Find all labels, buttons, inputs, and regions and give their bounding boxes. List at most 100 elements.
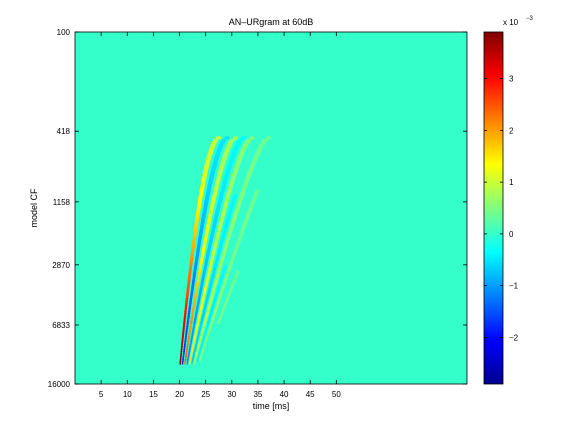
response-cell bbox=[184, 361, 186, 365]
response-cell bbox=[250, 164, 255, 168]
response-cell bbox=[216, 229, 221, 234]
response-cell bbox=[208, 214, 212, 218]
response-cell bbox=[213, 219, 218, 223]
response-cell bbox=[200, 255, 204, 259]
response-cell bbox=[215, 257, 219, 261]
response-cell bbox=[186, 348, 188, 352]
response-cell bbox=[181, 338, 184, 342]
response-cell bbox=[217, 146, 223, 150]
response-cell bbox=[202, 313, 205, 317]
response-cell bbox=[236, 204, 241, 208]
response-cell bbox=[239, 151, 245, 155]
response-cell bbox=[196, 348, 199, 352]
response-cell bbox=[186, 361, 189, 365]
response-cell bbox=[228, 209, 233, 213]
response-cell bbox=[215, 179, 221, 183]
response-cell bbox=[202, 295, 205, 299]
response-cell bbox=[193, 272, 196, 277]
response-cell bbox=[238, 235, 243, 239]
response-cell bbox=[218, 283, 221, 287]
response-cell bbox=[235, 245, 239, 249]
response-cell bbox=[197, 202, 202, 206]
response-cell bbox=[217, 174, 222, 178]
response-cell bbox=[222, 283, 226, 287]
response-cell bbox=[207, 308, 210, 312]
response-cell bbox=[189, 358, 191, 363]
response-cell bbox=[200, 305, 203, 309]
response-cell bbox=[193, 351, 196, 355]
response-cell bbox=[206, 278, 209, 282]
response-cell bbox=[217, 298, 221, 302]
y-tick-label: 2870 bbox=[52, 261, 70, 270]
response-cell bbox=[189, 356, 192, 360]
response-cell bbox=[194, 219, 199, 223]
response-cell bbox=[216, 288, 220, 292]
response-cell bbox=[210, 232, 215, 236]
response-cell bbox=[226, 214, 231, 218]
response-cell bbox=[213, 217, 218, 221]
response-cell bbox=[179, 358, 182, 363]
response-cell bbox=[229, 159, 234, 163]
response-cell bbox=[188, 361, 191, 365]
response-cell bbox=[190, 336, 193, 340]
response-cell bbox=[194, 295, 197, 299]
response-cell bbox=[192, 308, 195, 312]
colorbar-tick-label: −1 bbox=[509, 282, 519, 291]
response-cell bbox=[236, 141, 242, 145]
response-cell bbox=[216, 290, 219, 294]
response-cell bbox=[218, 265, 222, 269]
response-cell bbox=[248, 169, 253, 173]
response-cell bbox=[201, 219, 205, 223]
response-cell bbox=[224, 245, 228, 249]
response-cell bbox=[231, 174, 237, 178]
response-cell bbox=[236, 240, 241, 244]
response-cell bbox=[233, 146, 239, 150]
response-cell bbox=[246, 174, 251, 178]
response-cell bbox=[182, 358, 184, 363]
response-cell bbox=[211, 197, 216, 201]
response-cell bbox=[194, 222, 199, 226]
response-cell bbox=[232, 197, 237, 201]
response-cell bbox=[190, 255, 194, 259]
response-cell bbox=[230, 202, 235, 206]
response-cell bbox=[232, 148, 238, 153]
response-cell bbox=[200, 353, 203, 358]
response-cell bbox=[192, 343, 195, 347]
response-cell bbox=[211, 166, 217, 170]
response-cell bbox=[230, 222, 235, 226]
response-cell bbox=[179, 356, 182, 360]
response-cell bbox=[200, 222, 205, 226]
response-cell bbox=[194, 224, 198, 229]
response-cell bbox=[196, 351, 198, 355]
response-cell bbox=[222, 267, 226, 272]
response-cell bbox=[234, 209, 239, 213]
response-cell bbox=[219, 219, 224, 223]
response-cell bbox=[192, 326, 195, 330]
response-cell bbox=[233, 278, 237, 282]
response-cell bbox=[195, 252, 200, 256]
response-cell bbox=[221, 138, 227, 142]
response-cell bbox=[229, 262, 233, 266]
response-cell bbox=[186, 323, 189, 327]
response-cell bbox=[209, 300, 212, 304]
response-cell bbox=[213, 283, 217, 287]
response-cell bbox=[233, 169, 238, 173]
response-cell bbox=[199, 358, 201, 363]
response-cell bbox=[211, 141, 217, 145]
response-cell bbox=[255, 189, 260, 193]
response-cell bbox=[214, 154, 220, 158]
response-cell bbox=[193, 321, 196, 325]
colorbar-tick-label: 0 bbox=[509, 230, 514, 239]
response-cell bbox=[217, 250, 221, 254]
response-cell bbox=[236, 242, 240, 246]
response-cell bbox=[201, 318, 204, 322]
response-cell bbox=[203, 343, 206, 347]
response-cell bbox=[194, 318, 197, 322]
response-cell bbox=[207, 331, 210, 335]
response-cell bbox=[190, 341, 192, 345]
response-cell bbox=[207, 186, 212, 191]
response-cell bbox=[194, 260, 198, 264]
x-tick-label: 20 bbox=[175, 390, 184, 399]
response-cell bbox=[191, 245, 195, 249]
response-cell bbox=[193, 298, 197, 302]
